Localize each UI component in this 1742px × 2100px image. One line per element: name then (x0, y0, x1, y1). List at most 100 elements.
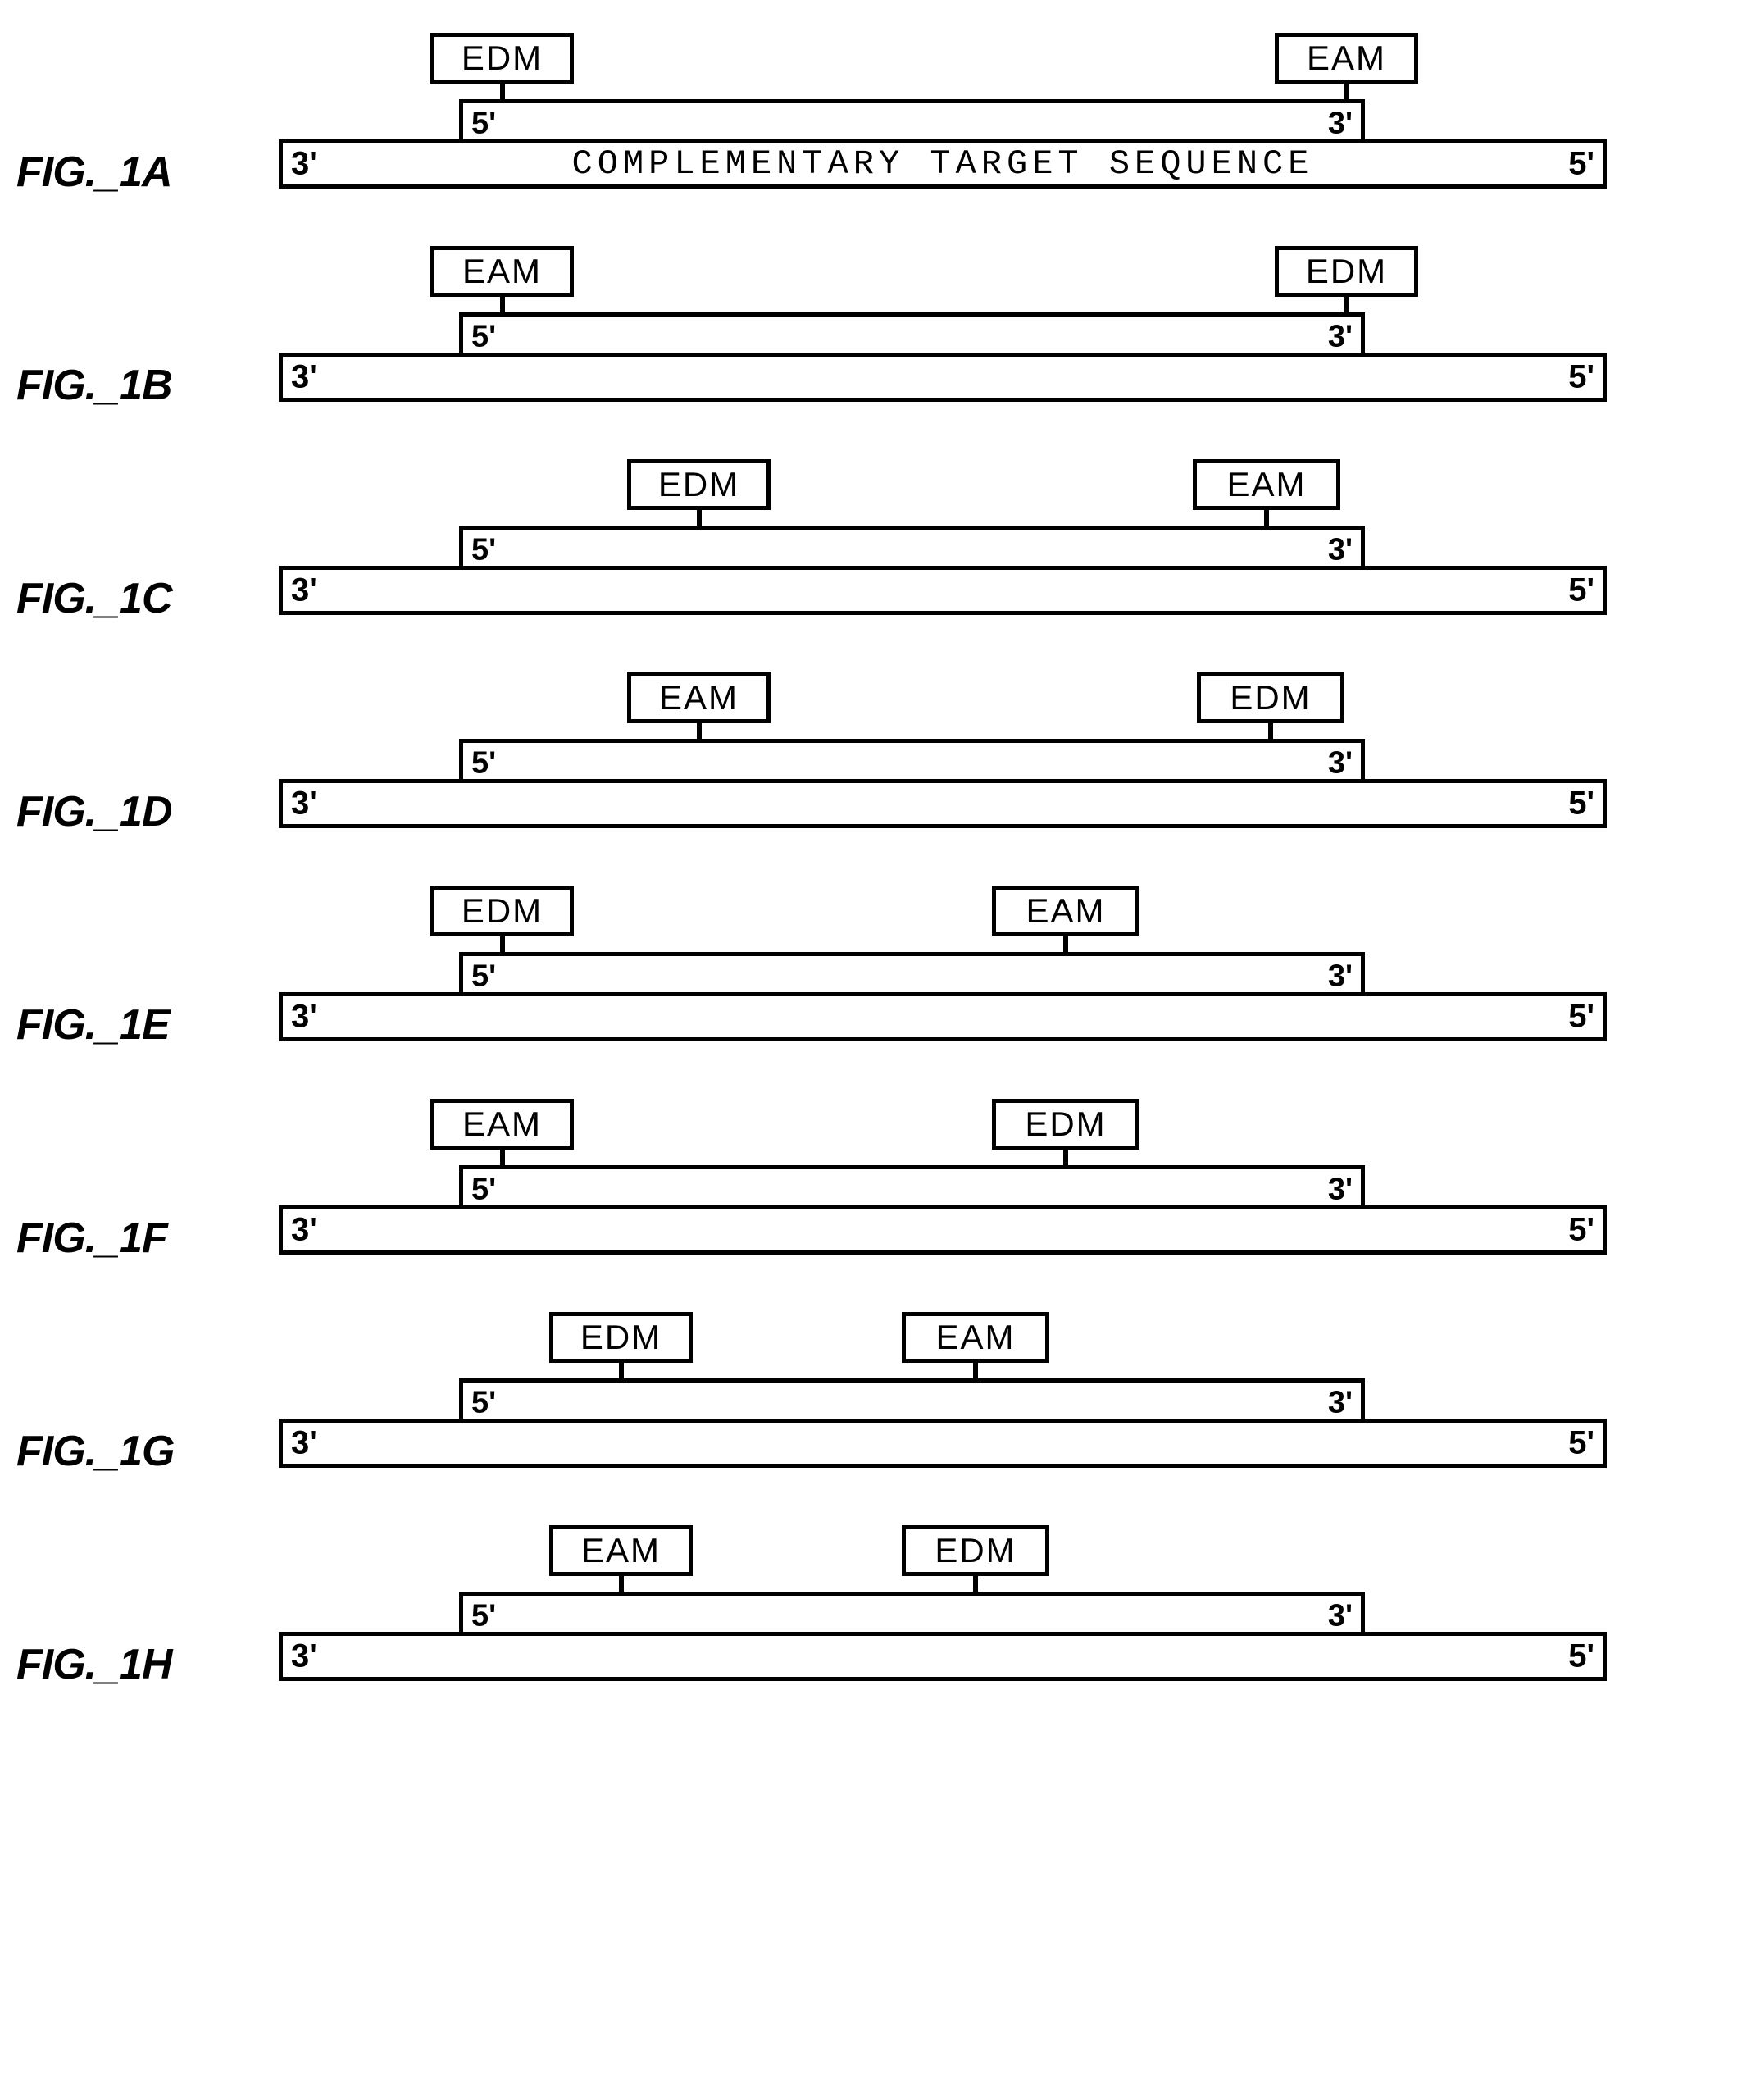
eam-stem (973, 1363, 978, 1381)
eam-box: EAM (1193, 459, 1340, 510)
target-three-prime-label: 3' (291, 786, 317, 822)
target-strand: 3' 5' (279, 1419, 1607, 1468)
eam-stem (500, 1150, 505, 1168)
target-three-prime-label: 3' (291, 1425, 317, 1462)
diagram-area: 3'5'COMPLEMENTARY TARGET SEQUENCE5' 3' EDM… (279, 33, 1631, 189)
eam-stem (619, 1576, 624, 1594)
figure-label: FIG._1F (16, 1217, 279, 1260)
probe-strand: 5' 3' (459, 1165, 1365, 1209)
probe-strand: 5' 3' (459, 739, 1365, 783)
probe-strand: 5' 3' (459, 312, 1365, 357)
target-five-prime-label: 5' (1568, 572, 1594, 609)
figure-label: FIG._1D (16, 790, 279, 833)
figure-row-c: FIG._1C3'5'5'3'EDMEAM (16, 459, 1726, 615)
edm-stem (973, 1576, 978, 1594)
target-strand: 3'5' (279, 353, 1607, 402)
target-strand: 3' 5' (279, 992, 1607, 1041)
target-five-prime-label: 5' (1568, 1638, 1594, 1675)
eam-stem (500, 297, 505, 315)
figure-set: FIG._1A3'5'COMPLEMENTARY TARGET SEQUENCE… (16, 33, 1726, 1681)
edm-box: EDM (430, 886, 574, 936)
probe-five-prime-label: 5' (471, 959, 496, 994)
target-strand: 3' 5' (279, 779, 1607, 828)
probe-three-prime-label: 3' (1328, 319, 1353, 354)
edm-stem (500, 84, 505, 102)
eam-stem (1344, 84, 1349, 102)
figure-row-d: FIG._1D3'5'5'3'EAMEDM (16, 672, 1726, 828)
eam-box: EAM (1275, 33, 1418, 84)
target-five-prime-label: 5' (1568, 1212, 1594, 1249)
diagram-area: 3' 5' 5' 3' EDM EAM (279, 886, 1631, 1041)
probe-three-prime-label: 3' (1328, 1385, 1353, 1420)
edm-box: EDM (902, 1525, 1049, 1576)
figure-row-b: FIG._1B3'5'5'3'EAMEDM (16, 246, 1726, 402)
probe-five-prime-label: 5' (471, 1172, 496, 1207)
figure-row-e: FIG._1E3'5'5'3'EDMEAM (16, 886, 1726, 1041)
probe-strand: 5' 3' (459, 1378, 1365, 1423)
probe-three-prime-label: 3' (1328, 532, 1353, 567)
edm-box: EDM (549, 1312, 693, 1363)
eam-box: EAM (549, 1525, 693, 1576)
probe-five-prime-label: 5' (471, 745, 496, 781)
figure-row-a: FIG._1A3'5'COMPLEMENTARY TARGET SEQUENCE… (16, 33, 1726, 189)
eam-stem (697, 723, 702, 741)
diagram-area: 3' 5' 5' 3' EAM EDM (279, 1525, 1631, 1681)
diagram-area: 3' 5' 5' 3' EAM EDM (279, 672, 1631, 828)
probe-five-prime-label: 5' (471, 1385, 496, 1420)
edm-box: EDM (627, 459, 771, 510)
eam-box: EAM (430, 1099, 574, 1150)
figure-label: FIG._1B (16, 364, 279, 407)
target-three-prime-label: 3' (291, 572, 317, 609)
probe-five-prime-label: 5' (471, 106, 496, 141)
probe-three-prime-label: 3' (1328, 106, 1353, 141)
edm-stem (697, 510, 702, 528)
probe-five-prime-label: 5' (471, 1598, 496, 1633)
target-center-text: COMPLEMENTARY TARGET SEQUENCE (283, 144, 1603, 184)
target-five-prime-label: 5' (1568, 786, 1594, 822)
diagram-area: 3'5'5' 3' EAM EDM (279, 246, 1631, 402)
edm-stem (1268, 723, 1273, 741)
eam-box: EAM (902, 1312, 1049, 1363)
figure-row-h: FIG._1H3'5'5'3'EAMEDM (16, 1525, 1726, 1681)
edm-stem (500, 936, 505, 954)
edm-box: EDM (992, 1099, 1139, 1150)
figure-row-f: FIG._1F3'5'5'3'EAMEDM (16, 1099, 1726, 1255)
target-strand: 3'5'COMPLEMENTARY TARGET SEQUENCE (279, 139, 1607, 189)
probe-three-prime-label: 3' (1328, 1598, 1353, 1633)
probe-three-prime-label: 3' (1328, 745, 1353, 781)
eam-box: EAM (430, 246, 574, 297)
edm-box: EDM (1197, 672, 1344, 723)
target-three-prime-label: 3' (291, 1638, 317, 1675)
edm-box: EDM (430, 33, 574, 84)
target-strand: 3' 5' (279, 1632, 1607, 1681)
probe-strand: 5' 3' (459, 526, 1365, 570)
eam-box: EAM (992, 886, 1139, 936)
probe-five-prime-label: 5' (471, 532, 496, 567)
target-three-prime-label: 3' (291, 1212, 317, 1249)
eam-stem (1264, 510, 1269, 528)
figure-label: FIG._1G (16, 1430, 279, 1473)
edm-stem (1063, 1150, 1068, 1168)
probe-strand: 5' 3' (459, 99, 1365, 143)
diagram-area: 3' 5' 5' 3' EDM EAM (279, 1312, 1631, 1468)
eam-stem (1063, 936, 1068, 954)
target-strand: 3' 5' (279, 566, 1607, 615)
target-five-prime-label: 5' (1568, 999, 1594, 1036)
probe-strand: 5' 3' (459, 952, 1365, 996)
figure-row-g: FIG._1G3'5'5'3'EDMEAM (16, 1312, 1726, 1468)
eam-box: EAM (627, 672, 771, 723)
figure-label: FIG._1H (16, 1643, 279, 1686)
edm-stem (619, 1363, 624, 1381)
edm-stem (1344, 297, 1349, 315)
figure-label: FIG._1A (16, 151, 279, 194)
target-five-prime-label: 5' (1568, 1425, 1594, 1462)
target-strand: 3' 5' (279, 1205, 1607, 1255)
diagram-area: 3' 5' 5' 3' EDM EAM (279, 459, 1631, 615)
probe-three-prime-label: 3' (1328, 1172, 1353, 1207)
probe-five-prime-label: 5' (471, 319, 496, 354)
probe-three-prime-label: 3' (1328, 959, 1353, 994)
target-five-prime-label: 5' (1568, 359, 1594, 396)
edm-box: EDM (1275, 246, 1418, 297)
figure-label: FIG._1E (16, 1004, 279, 1046)
target-three-prime-label: 3' (291, 999, 317, 1036)
